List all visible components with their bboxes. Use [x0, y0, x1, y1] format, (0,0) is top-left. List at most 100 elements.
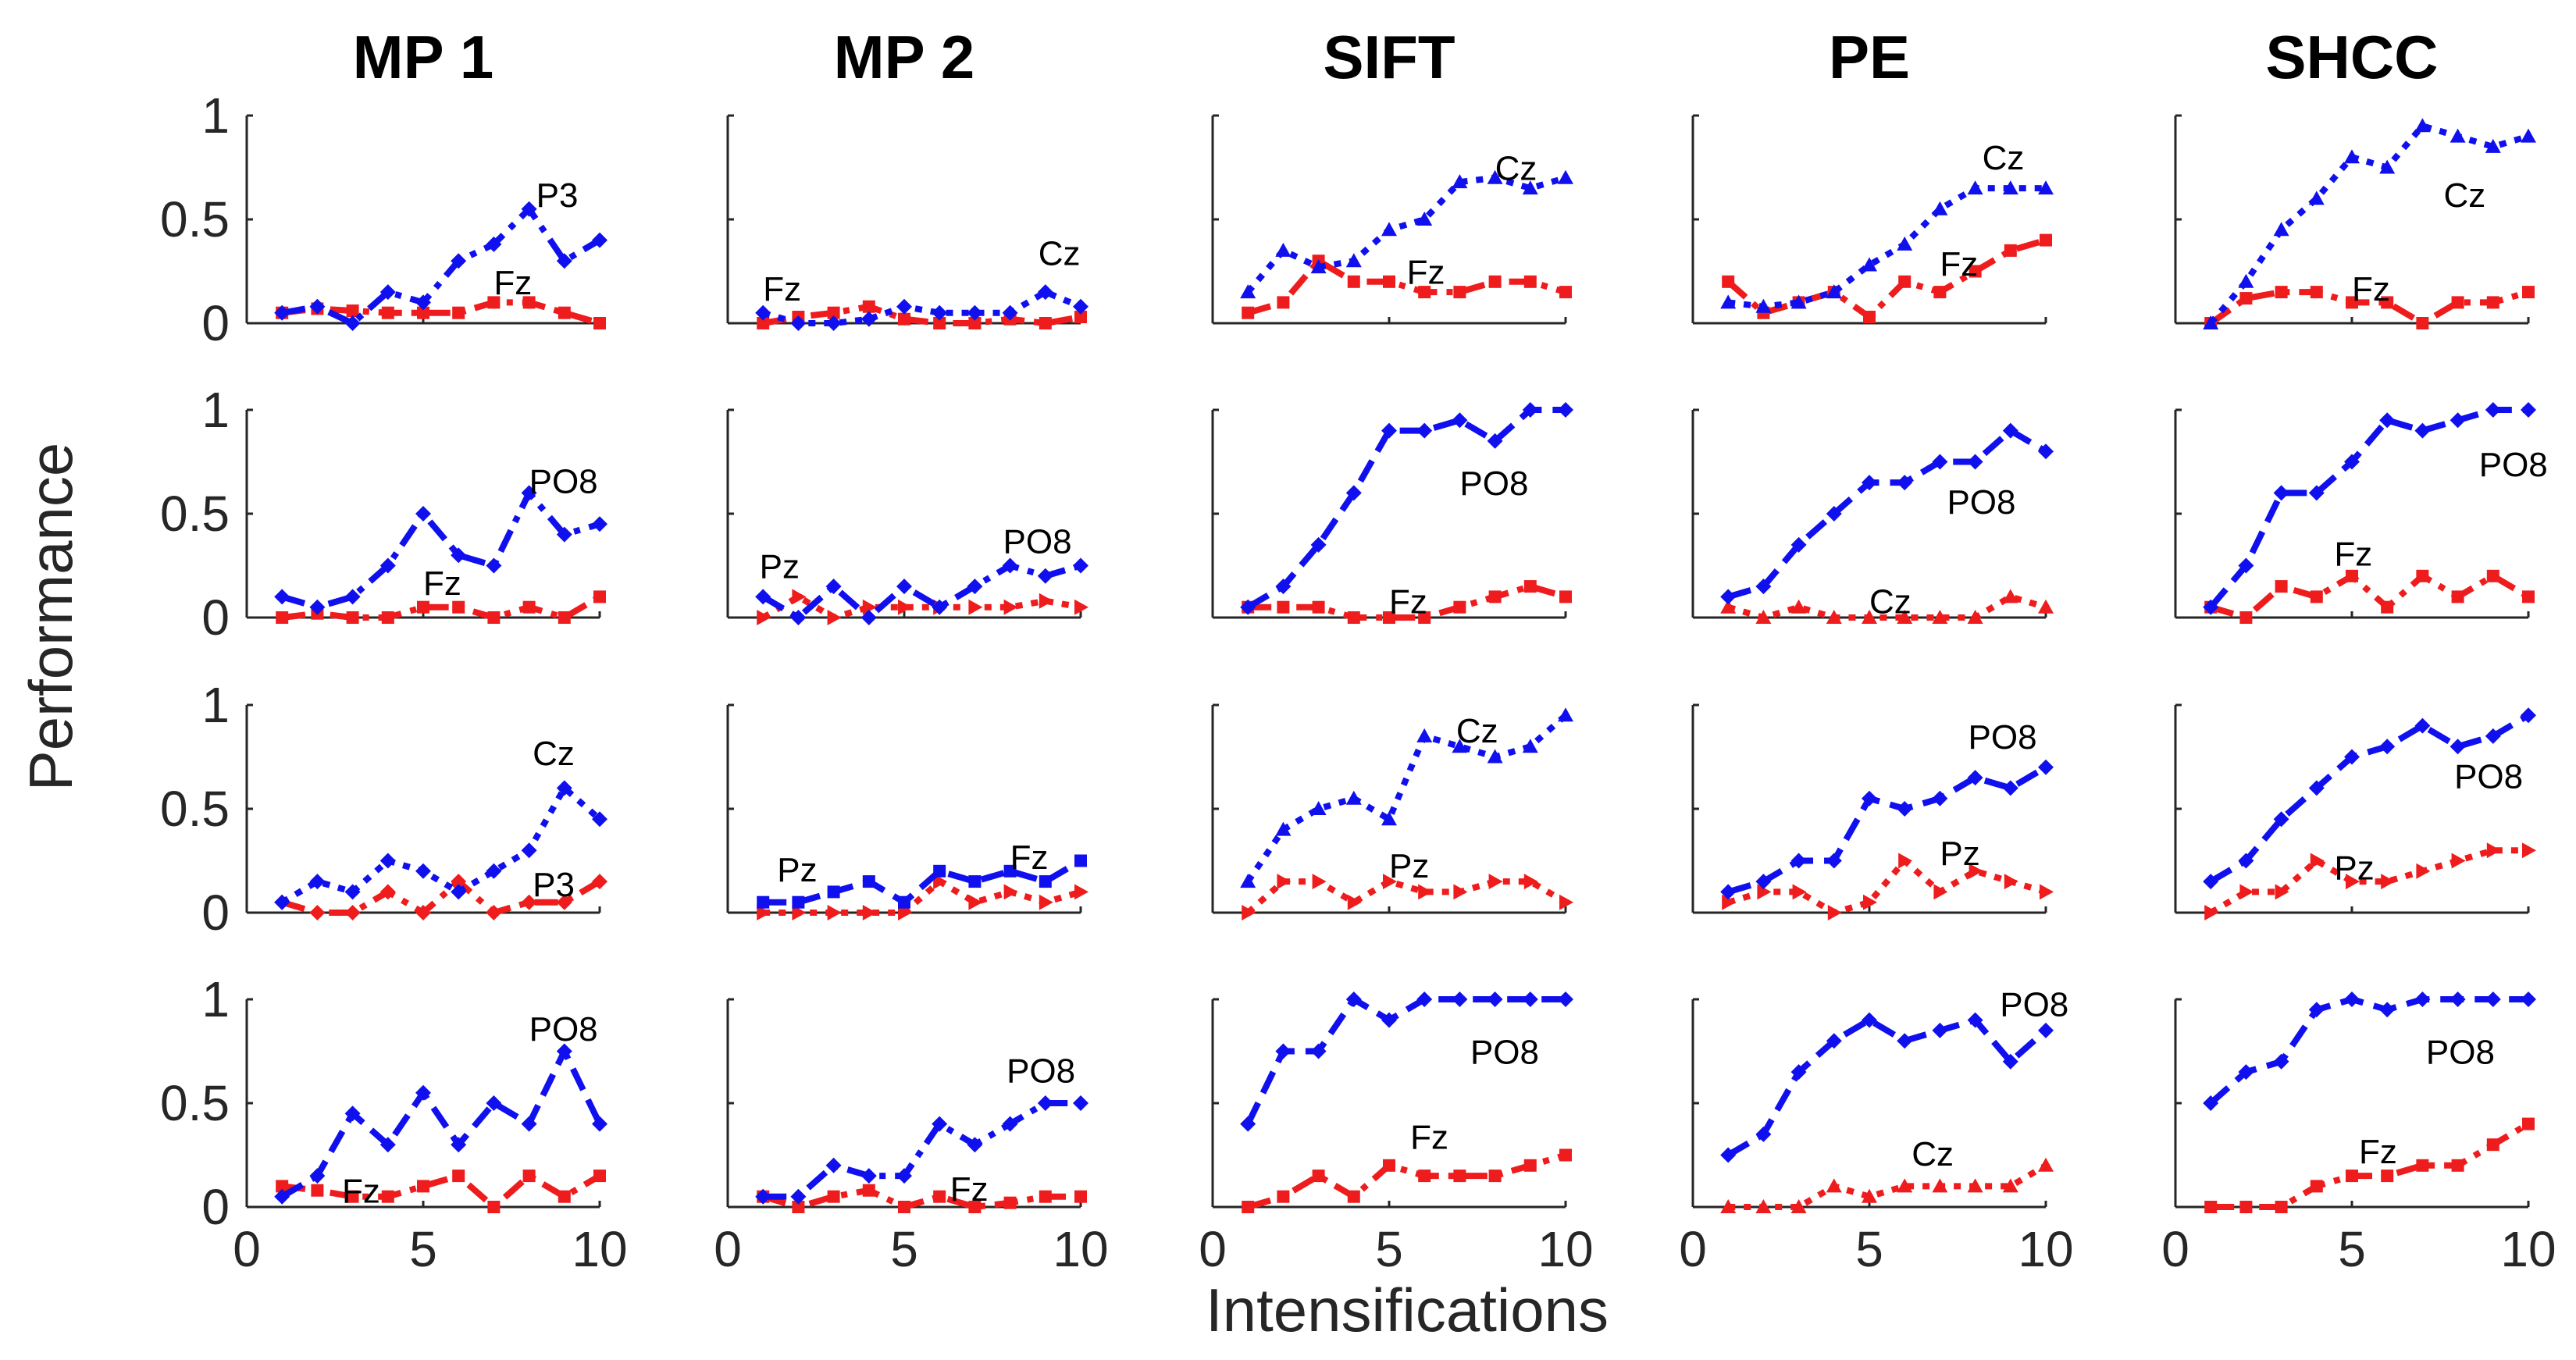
data-point	[522, 296, 536, 309]
subplot-r2-c2: Pz PO8	[726, 408, 1088, 625]
data-point	[1073, 557, 1088, 574]
data-point	[1722, 275, 1735, 288]
data-point	[1240, 284, 1256, 299]
data-point	[2416, 1159, 2429, 1172]
data-point	[790, 315, 807, 331]
data-point	[1381, 811, 1397, 826]
series-label: PO8	[1969, 718, 2037, 757]
data-point	[2486, 296, 2499, 309]
data-point	[860, 1168, 877, 1184]
data-point	[2344, 749, 2360, 765]
data-point	[2239, 611, 2253, 624]
series-line	[281, 593, 602, 621]
data-point	[521, 842, 537, 859]
data-point	[2204, 905, 2219, 920]
series-fz: Fz	[2204, 536, 2535, 624]
data-point	[522, 600, 536, 614]
data-point	[1932, 1022, 1948, 1038]
data-point	[1488, 275, 1502, 288]
data-point	[896, 298, 912, 315]
y-tick-label: 1	[201, 87, 230, 144]
series-label: P3	[533, 866, 575, 904]
y-tick-label: 0	[201, 885, 230, 941]
data-point	[2451, 296, 2464, 309]
data-point	[1452, 739, 1468, 753]
data-point	[2002, 1178, 2018, 1193]
y-tick-label: 0	[201, 1179, 230, 1235]
data-point	[1383, 874, 1397, 890]
series-po8: PO8	[2203, 402, 2548, 615]
data-point	[1074, 599, 1088, 615]
data-point	[2522, 286, 2535, 299]
data-point	[2273, 811, 2289, 828]
series-line	[2209, 712, 2531, 885]
data-point	[968, 599, 983, 615]
series-line	[1246, 407, 1566, 611]
data-point	[2273, 485, 2289, 501]
series-label: PO8	[1007, 1052, 1075, 1090]
data-point	[344, 884, 361, 900]
data-point	[792, 589, 807, 605]
data-point	[274, 304, 290, 321]
data-point	[417, 600, 429, 614]
data-point	[452, 306, 465, 319]
data-point	[1003, 1196, 1017, 1209]
x-tick-label: 0	[714, 1221, 742, 1277]
series-line	[1248, 583, 1567, 621]
series-label: Pz	[777, 851, 817, 889]
data-point	[1039, 875, 1052, 888]
series-line	[281, 878, 602, 916]
data-point	[1039, 593, 1053, 609]
series-line	[762, 303, 1081, 326]
data-point	[1522, 739, 1538, 753]
data-point	[1488, 874, 1503, 890]
data-point	[2344, 454, 2360, 470]
data-point	[1240, 874, 1256, 888]
data-point	[862, 599, 877, 615]
data-point	[2203, 315, 2219, 329]
data-point	[311, 1184, 324, 1197]
data-point	[1277, 874, 1292, 890]
data-point	[1932, 454, 1948, 470]
data-point	[1074, 884, 1088, 900]
series-line	[1726, 1016, 2048, 1158]
data-point	[1039, 894, 1053, 910]
data-point	[1720, 599, 1737, 614]
data-point	[2002, 422, 2018, 439]
data-point	[417, 306, 429, 319]
series-line	[1727, 185, 2046, 310]
data-point	[792, 895, 805, 909]
series-label: PO8	[1459, 465, 1528, 503]
data-point	[1347, 275, 1360, 288]
data-point	[1969, 265, 1982, 278]
x-tick-label: 5	[1855, 1221, 1883, 1277]
data-point	[1073, 298, 1088, 315]
data-point	[896, 1168, 912, 1184]
data-point	[1037, 568, 1053, 584]
data-point	[1002, 1116, 1018, 1132]
data-point	[1559, 590, 1572, 603]
data-point	[1416, 992, 1433, 1007]
data-point	[379, 284, 396, 301]
data-point	[1003, 599, 1018, 615]
data-point	[2486, 569, 2499, 582]
data-point	[1002, 304, 1018, 321]
data-point	[1790, 294, 1807, 309]
data-point	[1720, 884, 1737, 900]
series-fz: Fz	[1242, 254, 1572, 319]
data-point	[415, 506, 431, 522]
series-label: Fz	[2334, 536, 2372, 574]
data-point	[2521, 992, 2536, 1007]
data-point	[1416, 422, 1433, 439]
x-tick-label: 10	[2018, 1221, 2073, 1277]
data-point	[898, 599, 912, 615]
data-point	[2203, 874, 2219, 890]
x-tick-label: 10	[572, 1221, 627, 1277]
data-point	[2308, 485, 2325, 501]
series-label: Fz	[763, 270, 801, 308]
data-point	[2486, 1138, 2499, 1152]
data-point	[1757, 884, 1772, 900]
data-point	[1898, 275, 1912, 288]
data-point	[1039, 1190, 1052, 1203]
data-point	[1074, 1190, 1087, 1203]
